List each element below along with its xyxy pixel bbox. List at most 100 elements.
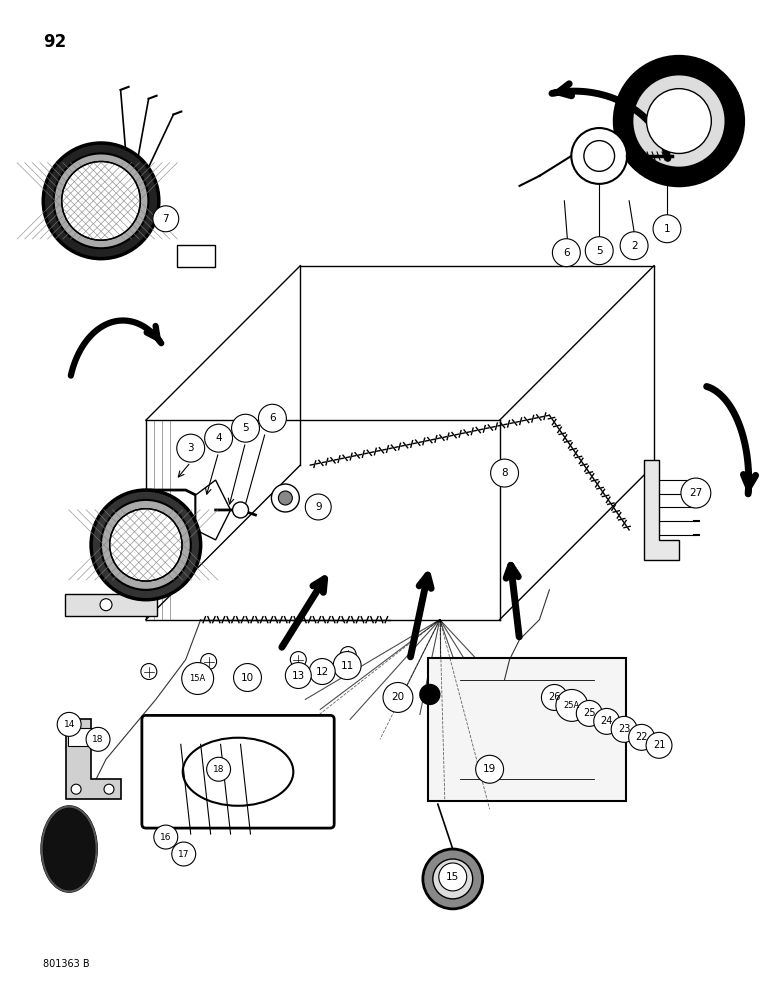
Circle shape <box>433 859 472 899</box>
FancyBboxPatch shape <box>142 715 334 828</box>
Circle shape <box>62 162 141 240</box>
Text: 16: 16 <box>160 833 171 842</box>
Text: 8: 8 <box>501 468 508 478</box>
Circle shape <box>615 56 743 186</box>
Text: 92: 92 <box>43 33 66 51</box>
Circle shape <box>420 684 440 704</box>
Text: 9: 9 <box>315 502 322 512</box>
Text: 20: 20 <box>391 692 405 702</box>
Circle shape <box>611 716 637 742</box>
Ellipse shape <box>183 738 293 806</box>
Circle shape <box>86 727 110 751</box>
Text: 3: 3 <box>188 443 194 453</box>
Circle shape <box>438 863 467 891</box>
Circle shape <box>553 239 581 267</box>
Text: 21: 21 <box>653 740 665 750</box>
Circle shape <box>101 500 191 590</box>
Circle shape <box>141 664 157 680</box>
Text: 27: 27 <box>689 488 703 498</box>
Circle shape <box>383 682 413 712</box>
Text: 801363 B: 801363 B <box>43 959 90 969</box>
Text: 15: 15 <box>446 872 459 882</box>
Circle shape <box>272 484 300 512</box>
FancyBboxPatch shape <box>177 245 215 267</box>
Text: 6: 6 <box>269 413 276 423</box>
Circle shape <box>653 215 681 243</box>
Text: 24: 24 <box>601 716 613 726</box>
Circle shape <box>100 599 112 611</box>
Circle shape <box>286 663 311 688</box>
Circle shape <box>154 825 178 849</box>
Text: 5: 5 <box>596 246 602 256</box>
Text: 19: 19 <box>483 764 496 774</box>
Circle shape <box>234 664 262 691</box>
Text: 18: 18 <box>213 765 225 774</box>
Circle shape <box>445 871 461 887</box>
Text: 1: 1 <box>664 224 670 234</box>
Circle shape <box>571 128 627 184</box>
Text: 13: 13 <box>292 671 305 681</box>
Circle shape <box>647 89 711 153</box>
Circle shape <box>476 755 503 783</box>
Circle shape <box>232 414 259 442</box>
Circle shape <box>259 404 286 432</box>
Text: 18: 18 <box>93 735 103 744</box>
Circle shape <box>646 732 672 758</box>
Circle shape <box>205 424 232 452</box>
Circle shape <box>594 708 620 734</box>
Circle shape <box>577 700 602 726</box>
Circle shape <box>628 724 655 750</box>
Polygon shape <box>66 719 121 799</box>
Text: 15A: 15A <box>190 674 206 683</box>
Text: 25A: 25A <box>564 701 580 710</box>
Circle shape <box>53 153 148 248</box>
Circle shape <box>207 757 231 781</box>
Circle shape <box>541 684 567 710</box>
Circle shape <box>632 74 726 168</box>
Circle shape <box>620 232 648 260</box>
Text: 2: 2 <box>631 241 638 251</box>
Circle shape <box>584 141 615 171</box>
Circle shape <box>172 842 195 866</box>
Circle shape <box>310 659 335 684</box>
Circle shape <box>585 237 613 265</box>
Text: 6: 6 <box>563 248 570 258</box>
Text: 10: 10 <box>241 673 254 683</box>
Circle shape <box>556 689 587 721</box>
Circle shape <box>290 652 306 668</box>
FancyBboxPatch shape <box>428 658 626 801</box>
Text: 26: 26 <box>548 692 560 702</box>
FancyBboxPatch shape <box>68 728 92 746</box>
Circle shape <box>279 491 293 505</box>
Circle shape <box>43 143 159 259</box>
Circle shape <box>104 784 114 794</box>
Circle shape <box>491 459 519 487</box>
Circle shape <box>334 652 361 680</box>
Text: 14: 14 <box>63 720 75 729</box>
Polygon shape <box>644 460 679 560</box>
Circle shape <box>91 490 201 600</box>
Text: 22: 22 <box>635 732 648 742</box>
Circle shape <box>153 206 179 232</box>
Circle shape <box>681 478 711 508</box>
Text: 12: 12 <box>316 667 329 677</box>
Circle shape <box>181 663 214 694</box>
Text: 11: 11 <box>340 661 354 671</box>
Circle shape <box>177 434 205 462</box>
Circle shape <box>201 654 217 670</box>
Text: 25: 25 <box>583 708 595 718</box>
Circle shape <box>57 712 81 736</box>
Circle shape <box>305 494 331 520</box>
Ellipse shape <box>42 807 96 891</box>
Text: 7: 7 <box>162 214 169 224</box>
Circle shape <box>340 647 356 663</box>
Circle shape <box>423 849 482 909</box>
FancyBboxPatch shape <box>65 594 157 616</box>
Text: 5: 5 <box>242 423 249 433</box>
Text: 4: 4 <box>215 433 222 443</box>
Circle shape <box>71 784 81 794</box>
Polygon shape <box>195 480 231 540</box>
Text: 23: 23 <box>618 724 630 734</box>
Text: 17: 17 <box>178 850 189 859</box>
Circle shape <box>232 502 249 518</box>
